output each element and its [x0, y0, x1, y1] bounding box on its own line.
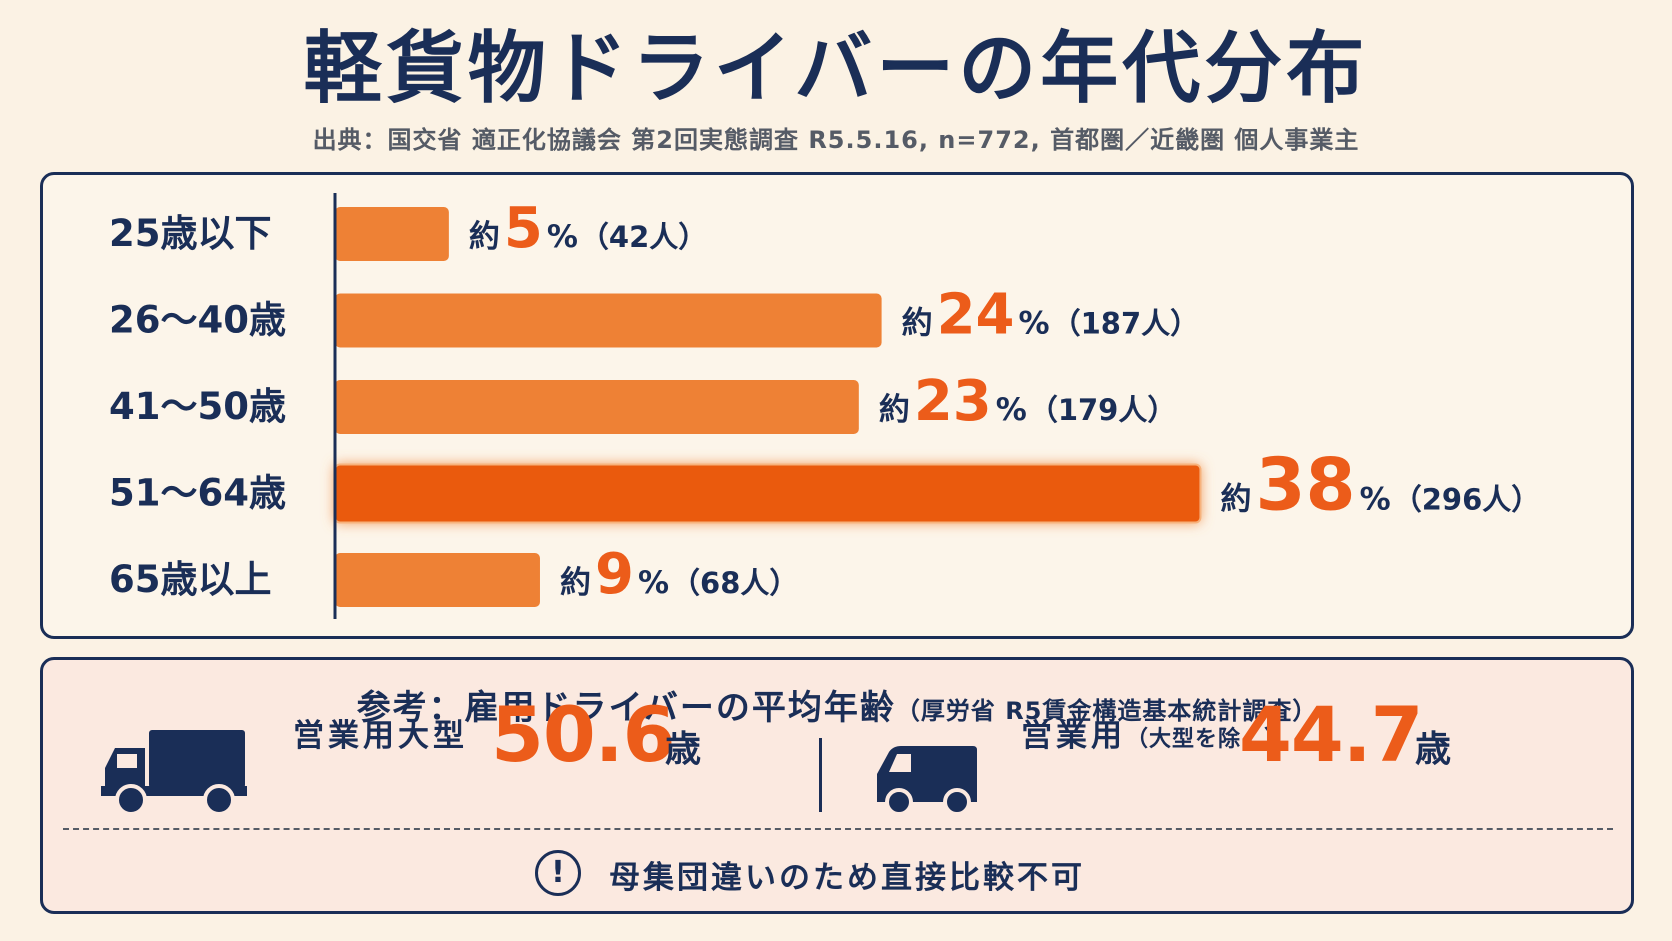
category-label: 65歳以上	[109, 558, 272, 601]
value-label: 約24 %（187人）	[902, 283, 1200, 348]
value-label: 約23 %（179人）	[879, 369, 1177, 434]
value-number: 24	[937, 283, 1015, 348]
value-unit: %	[1360, 482, 1391, 518]
dashed-separator	[63, 828, 1613, 830]
value-number: 9	[595, 542, 634, 607]
bar	[335, 207, 449, 261]
bar	[335, 553, 540, 607]
source-note: 出典：国交省 適正化協議会 第2回実態調査 R5.5.16, n=772, 首都…	[312, 126, 1360, 154]
value-count: 179人	[1058, 393, 1148, 427]
bar-highlighted	[334, 463, 1202, 524]
category-label: 51～64歳	[109, 472, 286, 515]
small-truck-label-main: 営業用	[1021, 718, 1126, 754]
large-truck-age-unit: 歳	[665, 729, 702, 770]
value-number: 38	[1255, 443, 1355, 527]
small-truck-label: 営業用（大型を除く）	[1021, 710, 1287, 755]
small-truck-label-note: （大型を除く）	[1126, 727, 1288, 752]
reference-title-main: 参考：雇用ドライバーの平均年齢	[356, 688, 896, 728]
value-count: 187人	[1081, 307, 1171, 341]
value-prefix: 約	[560, 565, 591, 601]
value-prefix: 約	[879, 392, 910, 428]
age-distribution-chart: 25歳以下 約5 %（42人） 26～40歳 約24 %（187人） 41～50歳 約23 %（…	[109, 193, 1540, 619]
large-truck-average-age: 50.6	[491, 690, 676, 779]
value-label: 約38 %（296人）	[1220, 443, 1540, 527]
exclamation-icon: !	[535, 850, 581, 896]
small-truck-average-age: 44.7	[1239, 690, 1424, 779]
comparison-notice: 母集団違いのため直接比較不可	[609, 860, 1085, 896]
value-prefix: 約	[902, 306, 933, 342]
value-label: 約5 %（42人）	[469, 196, 707, 261]
page-title: 軽貨物ドライバーの年代分布	[303, 24, 1369, 114]
value-unit: %	[547, 219, 578, 255]
small-truck-age-unit: 歳	[1415, 729, 1452, 770]
value-unit: %	[638, 565, 669, 601]
chart-panel: 25歳以下 約5 %（42人） 26～40歳 約24 %（187人） 41～50歳 約23 %（…	[40, 172, 1634, 639]
value-unit: %	[1019, 306, 1050, 342]
bar	[335, 380, 859, 434]
value-count: 296人	[1422, 483, 1512, 517]
small-truck-icon	[877, 746, 977, 816]
reference-title: 参考：雇用ドライバーの平均年齢（厚労省 R5賃金構造基本統計調査）	[43, 680, 1631, 729]
large-truck-icon	[101, 730, 247, 816]
category-label: 25歳以下	[109, 212, 272, 255]
bar	[335, 293, 882, 348]
value-number: 5	[504, 196, 543, 261]
value-number: 23	[914, 369, 992, 434]
large-truck-label: 営業用大型	[293, 718, 468, 754]
value-label: 約9 %（68人）	[560, 542, 798, 607]
value-count: 68人	[700, 566, 769, 600]
value-prefix: 約	[1220, 482, 1251, 518]
reference-panel: 参考：雇用ドライバーの平均年齢（厚労省 R5賃金構造基本統計調査） 営業用大型 …	[40, 657, 1634, 914]
category-label: 41～50歳	[109, 385, 286, 428]
value-prefix: 約	[469, 219, 500, 255]
reference-divider	[819, 738, 822, 812]
value-unit: %	[996, 392, 1027, 428]
category-label: 26～40歳	[109, 299, 286, 342]
reference-title-source: （厚労省 R5賃金構造基本統計調査）	[895, 697, 1318, 725]
value-count: 42人	[609, 220, 678, 254]
